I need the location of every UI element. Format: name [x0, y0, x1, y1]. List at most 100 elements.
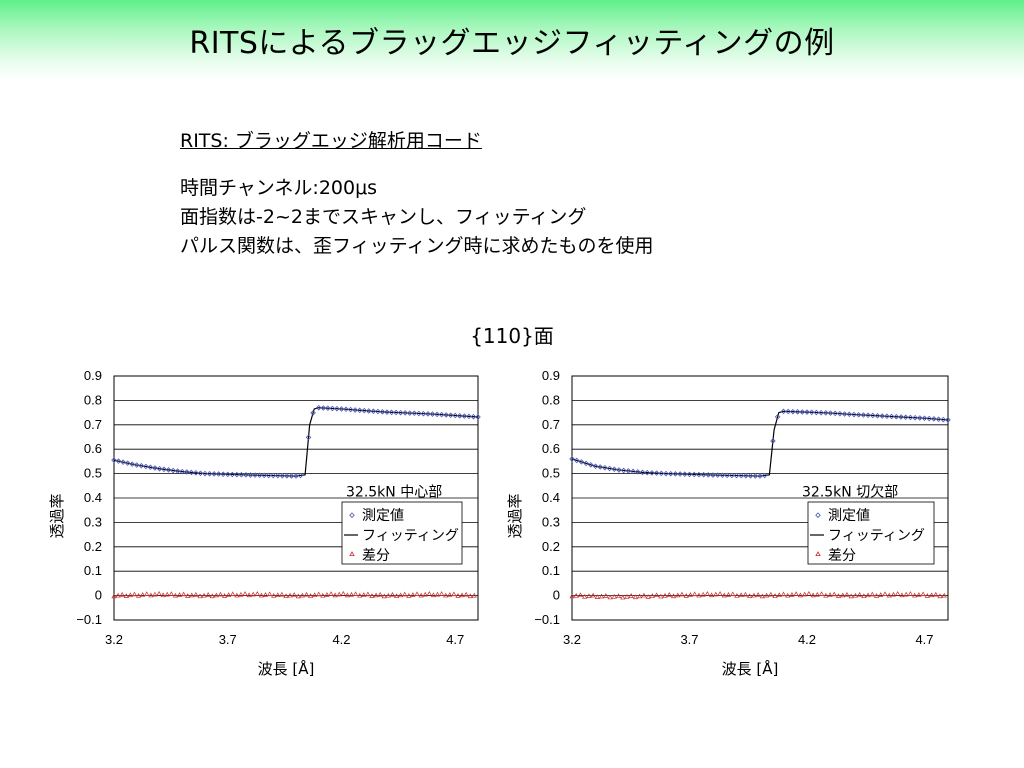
- difference-point: [747, 593, 753, 599]
- x-tick-label: 3.2: [105, 632, 123, 647]
- difference-point: [172, 592, 179, 598]
- y-tick-label: 0.2: [84, 539, 102, 554]
- measured-point: [738, 472, 744, 479]
- measured-point: [457, 413, 463, 419]
- y-tick-label: 0.7: [542, 417, 560, 432]
- y-tick-label: 0.5: [542, 466, 560, 481]
- difference-point: [793, 591, 799, 596]
- measured-point: [206, 470, 213, 477]
- measured-point: [420, 410, 427, 417]
- difference-point: [658, 593, 664, 599]
- measured-point: [234, 471, 240, 478]
- fitting-line: [113, 407, 479, 477]
- difference-point: [662, 592, 668, 598]
- difference-point: [683, 593, 689, 598]
- difference-point: [262, 592, 269, 597]
- y-tick-label: 0.6: [84, 441, 102, 456]
- measured-point: [143, 463, 149, 470]
- fitting-line: [571, 410, 949, 477]
- measured-point: [945, 417, 951, 423]
- legend-label: フィッティング: [362, 528, 459, 544]
- measured-point: [649, 470, 655, 476]
- difference-point: [785, 592, 791, 598]
- difference-point: [806, 590, 812, 596]
- measured-point: [653, 470, 660, 476]
- x-tick-label: 3.2: [563, 632, 581, 647]
- difference-point: [721, 592, 727, 598]
- measured-point: [184, 469, 190, 475]
- y-tick-label: 0.1: [542, 563, 560, 578]
- measured-point: [630, 468, 636, 475]
- difference-point: [426, 591, 432, 596]
- difference-point: [865, 592, 871, 598]
- measured-point: [616, 467, 622, 473]
- measured-point: [447, 412, 454, 419]
- difference-point: [226, 592, 232, 597]
- measured-point: [247, 472, 254, 478]
- description-line: 時間チャンネル:200μs: [180, 177, 378, 199]
- difference-point: [742, 591, 749, 597]
- x-tick-label: 4.7: [446, 632, 464, 647]
- difference-point: [205, 592, 211, 597]
- measured-point: [361, 407, 368, 414]
- measured-point: [602, 464, 608, 471]
- measured-point: [156, 465, 163, 472]
- difference-point: [840, 592, 846, 598]
- chart-center: 0.9 0.8 0.7 0.6 0.5 0.4 0.3 0.2 0.1 0 −0.13.2 3.7 4.…: [48, 368, 481, 678]
- difference-point: [385, 592, 391, 598]
- measured-point: [855, 412, 862, 418]
- difference-point: [882, 591, 888, 597]
- measured-point: [438, 411, 445, 418]
- measured-point: [352, 407, 358, 413]
- measured-point: [229, 471, 236, 478]
- difference-point: [164, 591, 170, 597]
- measured-point: [220, 471, 226, 477]
- difference-point: [111, 593, 117, 599]
- difference-point: [410, 592, 416, 597]
- x-tick-label: 4.2: [798, 632, 816, 647]
- difference-point: [303, 591, 310, 597]
- difference-point: [802, 591, 808, 597]
- measured-point: [138, 463, 145, 469]
- difference-point: [810, 592, 816, 598]
- difference-point: [704, 591, 710, 596]
- measured-point: [747, 473, 754, 479]
- difference-point: [336, 591, 342, 597]
- difference-point: [279, 591, 285, 597]
- description-line: 面指数は-2~2までスキャンし、フィッティング: [180, 206, 587, 228]
- difference-point: [789, 592, 795, 597]
- measured-point: [416, 410, 422, 417]
- difference-point: [246, 592, 252, 598]
- difference-point: [312, 592, 318, 598]
- y-axis-title: 透過率: [48, 493, 66, 538]
- difference-point: [135, 592, 142, 598]
- measured-point: [320, 405, 327, 411]
- difference-point: [217, 591, 224, 597]
- measured-point: [356, 407, 363, 414]
- legend-label: 差分: [828, 548, 856, 564]
- difference-point: [258, 592, 265, 598]
- measured-point: [115, 458, 122, 464]
- measured-point: [147, 464, 154, 471]
- difference-point: [912, 592, 918, 598]
- measured-point: [578, 459, 585, 465]
- measured-point: [860, 412, 867, 418]
- difference-point: [941, 592, 947, 598]
- measured-point: [569, 456, 575, 462]
- measured-point: [818, 409, 824, 416]
- measured-point: [243, 472, 249, 478]
- difference-point: [201, 592, 207, 598]
- difference-point: [291, 592, 297, 597]
- measured-point: [402, 410, 408, 416]
- measured-point: [347, 406, 354, 413]
- measured-point: [315, 404, 322, 411]
- difference-point: [152, 591, 158, 597]
- measured-point: [288, 473, 295, 479]
- difference-point: [156, 590, 162, 596]
- difference-point: [933, 591, 939, 597]
- measured-point: [197, 470, 204, 476]
- difference-point: [332, 592, 338, 598]
- measured-point: [170, 467, 176, 474]
- measured-point: [841, 411, 848, 417]
- measured-point: [837, 410, 843, 417]
